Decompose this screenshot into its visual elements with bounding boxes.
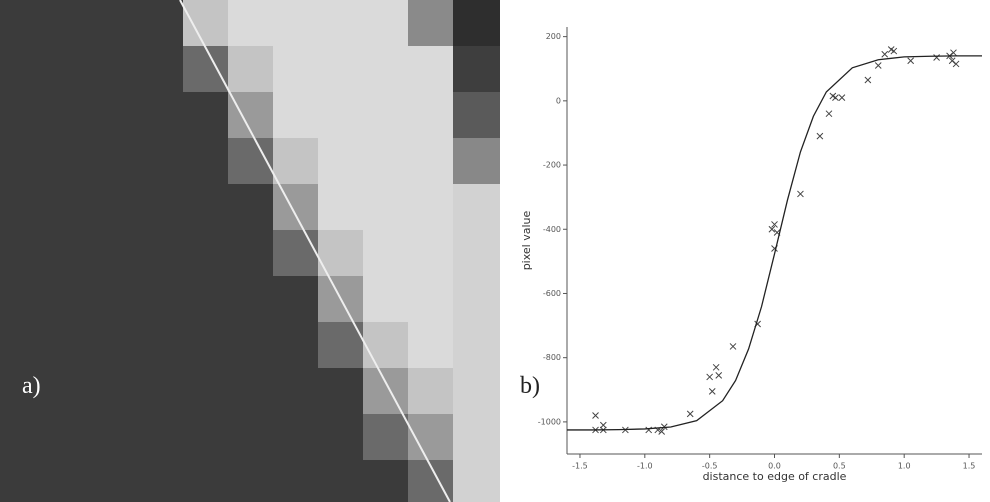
pixel xyxy=(453,184,500,502)
pixel-image xyxy=(0,0,500,502)
pixel xyxy=(408,230,453,276)
y-tick-label: 200 xyxy=(546,32,561,41)
pixel xyxy=(408,92,453,138)
panel-label: a) xyxy=(22,373,41,399)
pixel xyxy=(183,0,228,46)
data-point xyxy=(826,111,832,117)
pixel xyxy=(228,46,273,92)
pixel xyxy=(363,276,408,322)
pixel xyxy=(228,0,273,46)
data-point xyxy=(646,427,652,433)
pixel xyxy=(273,138,318,184)
pixel xyxy=(273,0,318,46)
pixel xyxy=(273,92,318,138)
pixel xyxy=(183,46,228,92)
pixel xyxy=(363,184,408,230)
x-tick-label: 1.0 xyxy=(898,462,911,471)
pixel xyxy=(273,46,318,92)
pixel xyxy=(408,138,453,184)
data-point xyxy=(875,63,881,69)
data-point xyxy=(713,364,719,370)
data-point xyxy=(709,388,715,394)
x-tick-label: -1.0 xyxy=(637,462,653,471)
pixel xyxy=(318,46,363,92)
pixel xyxy=(453,92,500,138)
panel-label: b) xyxy=(520,373,540,399)
x-tick-label: 1.5 xyxy=(963,462,976,471)
fit-curve xyxy=(567,56,982,430)
y-tick-label: -600 xyxy=(543,289,561,298)
x-axis-label: distance to edge of cradle xyxy=(703,470,847,483)
pixel xyxy=(408,322,453,368)
pixel xyxy=(363,46,408,92)
y-tick-label: -800 xyxy=(543,353,561,362)
y-axis-label: pixel value xyxy=(520,210,533,270)
data-point xyxy=(730,343,736,349)
data-point xyxy=(687,411,693,417)
pixel xyxy=(363,0,408,46)
pixel xyxy=(408,0,453,46)
pixel xyxy=(363,138,408,184)
data-point xyxy=(882,51,888,57)
data-point xyxy=(707,374,713,380)
data-point xyxy=(797,191,803,197)
pixel xyxy=(318,92,363,138)
pixel xyxy=(408,184,453,230)
pixel xyxy=(363,230,408,276)
data-point xyxy=(839,95,845,101)
pixel xyxy=(363,322,408,368)
pixel xyxy=(408,46,453,92)
x-tick-label: -1.5 xyxy=(572,462,588,471)
pixel xyxy=(453,46,500,92)
data-point xyxy=(891,48,897,54)
pixel xyxy=(318,184,363,230)
data-point xyxy=(953,61,959,67)
data-point xyxy=(934,55,940,61)
pixel xyxy=(273,184,318,230)
pixel xyxy=(318,0,363,46)
y-tick-label: -400 xyxy=(543,225,561,234)
y-tick-label: 0 xyxy=(556,96,561,105)
page: a) b) -1.5-1.0-0.50.00.51.01.52000-200-4… xyxy=(0,0,990,502)
data-point xyxy=(716,372,722,378)
pixel xyxy=(408,368,453,414)
data-point xyxy=(832,95,838,101)
pixel xyxy=(318,138,363,184)
pixel xyxy=(363,368,408,414)
pixel xyxy=(408,276,453,322)
pixel xyxy=(363,414,408,460)
pixel xyxy=(453,0,500,46)
pixel xyxy=(363,92,408,138)
figure: a) b) -1.5-1.0-0.50.00.51.01.52000-200-4… xyxy=(0,0,990,502)
data-point xyxy=(817,133,823,139)
data-point xyxy=(593,412,599,418)
y-tick-label: -1000 xyxy=(538,417,561,426)
y-tick-label: -200 xyxy=(543,161,561,170)
pixel xyxy=(273,230,318,276)
data-point xyxy=(908,58,914,64)
data-point xyxy=(950,50,956,56)
data-point xyxy=(865,77,871,83)
pixel xyxy=(453,138,500,184)
